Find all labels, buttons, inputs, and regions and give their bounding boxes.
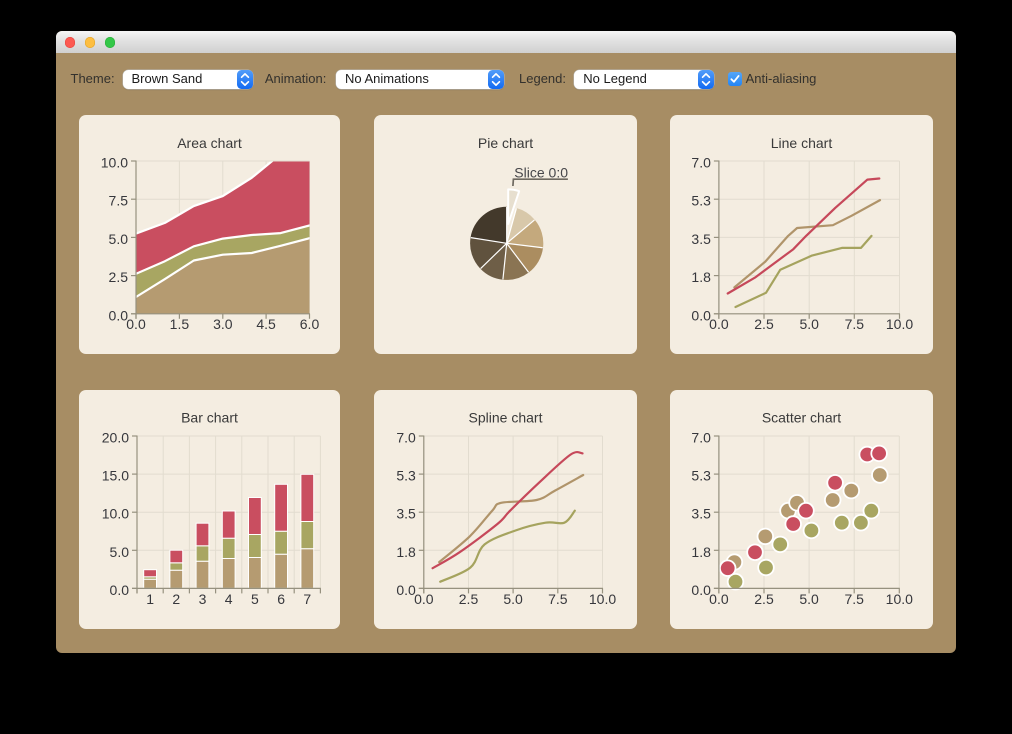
svg-text:1.8: 1.8 xyxy=(691,269,711,285)
svg-text:2.5: 2.5 xyxy=(109,269,129,285)
svg-text:7.5: 7.5 xyxy=(109,193,129,209)
svg-text:2.5: 2.5 xyxy=(754,591,774,607)
svg-text:3.5: 3.5 xyxy=(691,506,711,522)
svg-text:7.5: 7.5 xyxy=(548,591,568,607)
svg-text:6.0: 6.0 xyxy=(300,316,320,332)
svg-text:3: 3 xyxy=(199,591,207,607)
svg-text:Spline chart: Spline chart xyxy=(469,410,543,426)
svg-text:7.0: 7.0 xyxy=(691,155,711,171)
svg-text:5: 5 xyxy=(251,591,259,607)
svg-text:0.0: 0.0 xyxy=(110,582,130,598)
svg-text:1.8: 1.8 xyxy=(396,544,416,560)
svg-text:3.0: 3.0 xyxy=(213,316,233,332)
svg-text:5.3: 5.3 xyxy=(691,468,711,484)
svg-text:0.0: 0.0 xyxy=(396,582,416,598)
svg-text:10.0: 10.0 xyxy=(886,316,913,332)
svg-text:0.0: 0.0 xyxy=(126,316,146,332)
svg-text:Pie chart: Pie chart xyxy=(478,135,533,151)
svg-text:0.0: 0.0 xyxy=(414,591,434,607)
svg-text:4: 4 xyxy=(225,591,233,607)
svg-text:0.0: 0.0 xyxy=(109,307,129,323)
svg-text:3.5: 3.5 xyxy=(396,506,416,522)
svg-text:0.0: 0.0 xyxy=(709,316,729,332)
svg-text:0.0: 0.0 xyxy=(691,307,711,323)
svg-text:7.5: 7.5 xyxy=(845,316,865,332)
svg-text:1.8: 1.8 xyxy=(691,544,711,560)
svg-text:7: 7 xyxy=(303,591,311,607)
svg-text:6: 6 xyxy=(277,591,285,607)
svg-text:Line chart: Line chart xyxy=(771,135,833,151)
svg-text:5.0: 5.0 xyxy=(110,544,130,560)
svg-text:5.0: 5.0 xyxy=(109,231,129,247)
svg-text:3.5: 3.5 xyxy=(691,231,711,247)
svg-text:Slice 0:0: Slice 0:0 xyxy=(514,165,568,181)
svg-text:5.0: 5.0 xyxy=(503,591,523,607)
svg-text:15.0: 15.0 xyxy=(102,468,129,484)
svg-text:4.5: 4.5 xyxy=(256,316,276,332)
svg-text:10.0: 10.0 xyxy=(101,155,128,171)
svg-text:0.0: 0.0 xyxy=(691,582,711,598)
svg-text:2: 2 xyxy=(172,591,180,607)
svg-text:1: 1 xyxy=(146,591,154,607)
svg-text:2.5: 2.5 xyxy=(459,591,479,607)
svg-text:Bar chart: Bar chart xyxy=(181,410,238,426)
svg-text:10.0: 10.0 xyxy=(886,591,913,607)
svg-text:Area chart: Area chart xyxy=(177,135,242,151)
svg-text:7.0: 7.0 xyxy=(691,430,711,446)
svg-text:5.3: 5.3 xyxy=(396,468,416,484)
svg-text:10.0: 10.0 xyxy=(102,506,129,522)
svg-text:20.0: 20.0 xyxy=(102,430,129,446)
svg-text:1.5: 1.5 xyxy=(170,316,190,332)
svg-text:5.3: 5.3 xyxy=(691,193,711,209)
svg-text:7.5: 7.5 xyxy=(844,591,864,607)
svg-text:5.0: 5.0 xyxy=(799,591,819,607)
svg-text:0.0: 0.0 xyxy=(709,591,729,607)
svg-text:5.0: 5.0 xyxy=(799,316,819,332)
svg-text:7.0: 7.0 xyxy=(396,430,416,446)
svg-text:2.5: 2.5 xyxy=(754,316,774,332)
svg-text:10.0: 10.0 xyxy=(589,591,616,607)
svg-text:Scatter chart: Scatter chart xyxy=(762,410,841,426)
